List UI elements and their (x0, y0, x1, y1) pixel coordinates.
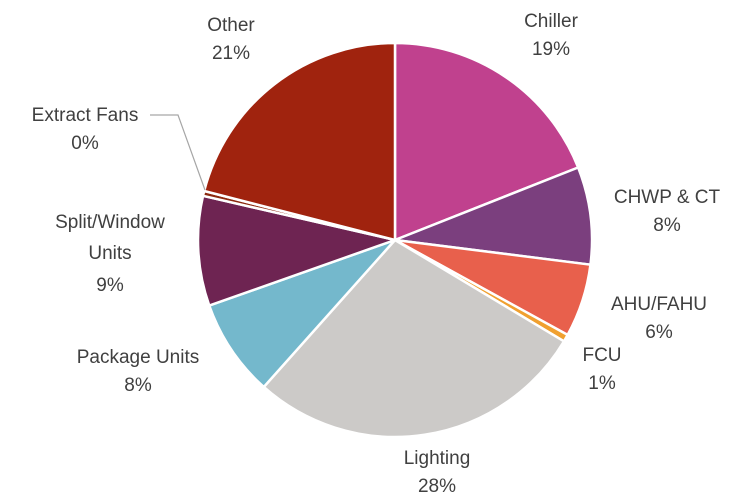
pie-slice-lighting (262, 238, 566, 439)
lighting-label: Lighting (404, 448, 471, 469)
other-label: Other (207, 15, 255, 36)
pie-slice-other (202, 41, 397, 242)
chiller-label: Chiller (524, 11, 579, 32)
fcu-value: 1% (588, 373, 616, 394)
pie-slices (196, 41, 594, 439)
ahu-fahu-value: 6% (645, 322, 673, 343)
chwp-ct-value: 8% (653, 215, 681, 236)
chwp-ct-label: CHWP & CT (614, 187, 721, 208)
extract-fans-leader-line (150, 114, 206, 191)
package-units-value: 8% (124, 375, 152, 396)
pie-slice-split-window-units (196, 194, 400, 308)
other-value: 21% (212, 43, 250, 64)
split-window-units-label-line2: Units (88, 243, 131, 264)
pie-slice-chiller (393, 41, 580, 242)
split-window-units-label-line1: Split/Window (55, 212, 165, 233)
extract-fans-value: 0% (71, 133, 99, 154)
extract-fans-label: Extract Fans (32, 105, 139, 126)
pie-labels: Chiller 19% CHWP & CT 8% AHU/FAHU 6% FCU… (32, 11, 721, 497)
package-units-label: Package Units (77, 347, 200, 368)
pie-slice-chwp-ct (394, 165, 594, 267)
pie-slice-package-units (207, 238, 396, 389)
chiller-value: 19% (532, 39, 570, 60)
split-window-units-value: 9% (96, 275, 124, 296)
lighting-value: 28% (418, 476, 456, 497)
ahu-fahu-label: AHU/FAHU (611, 294, 707, 315)
fcu-label: FCU (582, 345, 621, 366)
